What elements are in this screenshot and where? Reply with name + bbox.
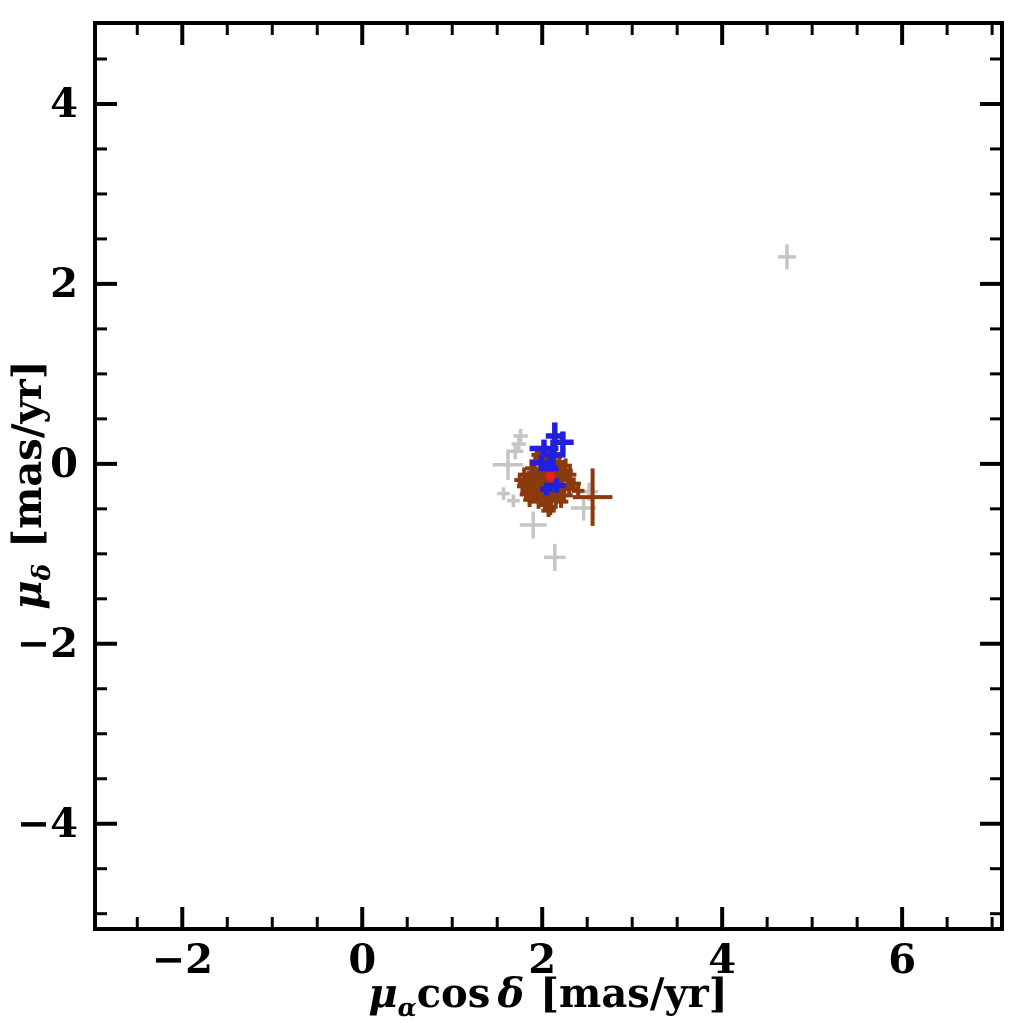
cos-text: cos [416, 970, 491, 1017]
x-tick-label: 2 [528, 936, 557, 983]
y-tick-label: −4 [16, 799, 78, 847]
delta-subscript: δ [27, 563, 56, 581]
y-axis-units: [mas/yr] [4, 360, 51, 548]
y-tick-label: 2 [50, 259, 78, 307]
mu-symbol: μ [4, 580, 51, 610]
mu-symbol: μ [368, 970, 398, 1017]
y-tick-label: 0 [50, 439, 78, 487]
plot-frame [93, 21, 1004, 931]
x-axis-label: μαcos δ [mas/yr] [368, 970, 727, 1022]
y-tick-label: 4 [50, 79, 78, 127]
x-tick-label: 4 [708, 936, 737, 983]
x-tick-label: 0 [348, 936, 377, 983]
x-axis-units: [mas/yr] [540, 970, 728, 1017]
alpha-subscript: α [397, 993, 417, 1022]
x-tick-label: −2 [151, 936, 213, 983]
y-tick-label: −2 [16, 619, 78, 667]
delta-symbol: δ [497, 970, 525, 1017]
red_dot-marker [545, 471, 556, 482]
x-tick-label: 6 [888, 936, 917, 983]
y-axis-label: μδ [mas/yr] [4, 360, 56, 609]
